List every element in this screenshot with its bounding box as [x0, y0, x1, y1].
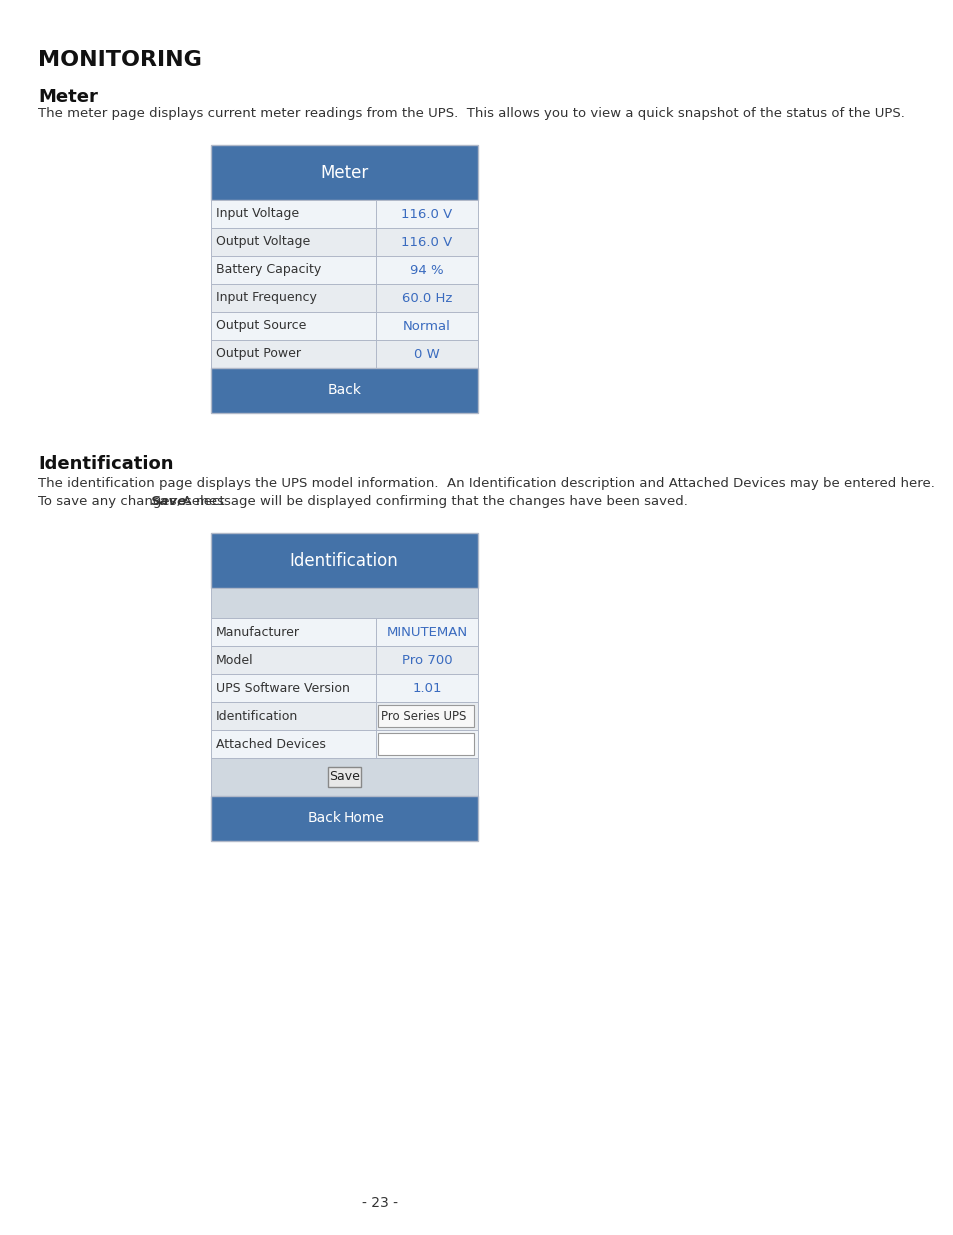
Bar [211, 758, 477, 797]
Bar [211, 200, 477, 228]
Text: Back: Back [307, 811, 341, 825]
Bar [211, 534, 477, 588]
Text: To save any changes, select: To save any changes, select [38, 495, 229, 508]
Text: Output Power: Output Power [215, 347, 300, 361]
Text: Identification: Identification [38, 454, 173, 473]
Bar [327, 767, 360, 787]
Text: Pro Series UPS: Pro Series UPS [380, 709, 466, 722]
Bar [211, 588, 477, 618]
Text: The identification page displays the UPS model information.  An Identification d: The identification page displays the UPS… [38, 477, 934, 490]
Bar [211, 144, 477, 200]
Bar [211, 730, 477, 758]
Text: 60.0 Hz: 60.0 Hz [401, 291, 452, 305]
Text: The meter page displays current meter readings from the UPS.  This allows you to: The meter page displays current meter re… [38, 107, 904, 120]
Bar [211, 618, 477, 646]
Text: Battery Capacity: Battery Capacity [215, 263, 320, 277]
Bar [211, 228, 477, 256]
Text: Identification: Identification [290, 552, 398, 569]
Text: Save: Save [329, 771, 359, 783]
Text: 116.0 V: 116.0 V [401, 236, 452, 248]
Text: Manufacturer: Manufacturer [215, 625, 299, 638]
Text: 0 W: 0 W [414, 347, 439, 361]
Bar [211, 674, 477, 701]
Bar [211, 284, 477, 312]
Text: Pro 700: Pro 700 [401, 653, 452, 667]
Text: Input Voltage: Input Voltage [215, 207, 298, 221]
Text: Output Source: Output Source [215, 320, 306, 332]
Bar [211, 646, 477, 674]
Text: .  A message will be displayed confirming that the changes have been saved.: . A message will be displayed confirming… [170, 495, 687, 508]
Bar [377, 705, 474, 727]
Text: Normal: Normal [402, 320, 451, 332]
Bar [211, 368, 477, 412]
Text: Output Voltage: Output Voltage [215, 236, 310, 248]
Bar [211, 256, 477, 284]
Text: 94 %: 94 % [410, 263, 443, 277]
Text: Meter: Meter [320, 163, 368, 182]
Text: UPS Software Version: UPS Software Version [215, 682, 349, 694]
Text: Save: Save [151, 495, 187, 508]
Text: 116.0 V: 116.0 V [401, 207, 452, 221]
Text: MINUTEMAN: MINUTEMAN [386, 625, 467, 638]
Text: Home: Home [343, 811, 384, 825]
Bar [211, 701, 477, 730]
Bar [211, 340, 477, 368]
Text: Input Frequency: Input Frequency [215, 291, 316, 305]
Bar [211, 797, 477, 841]
Text: Identification: Identification [215, 709, 297, 722]
Text: - 23 -: - 23 - [361, 1195, 397, 1210]
Bar [211, 312, 477, 340]
Text: Attached Devices: Attached Devices [215, 737, 325, 751]
Text: Back: Back [327, 384, 361, 398]
Text: MONITORING: MONITORING [38, 49, 202, 70]
Text: Model: Model [215, 653, 253, 667]
Bar [377, 734, 474, 755]
Text: 1.01: 1.01 [412, 682, 441, 694]
Text: Meter: Meter [38, 88, 98, 106]
